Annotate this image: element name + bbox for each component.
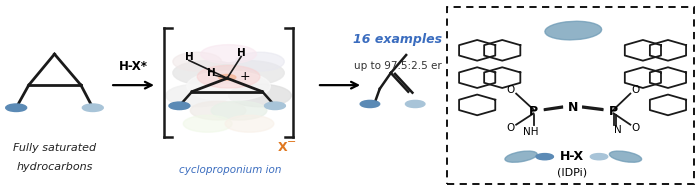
Ellipse shape [197,65,260,88]
Ellipse shape [169,102,190,110]
Ellipse shape [183,115,232,132]
Text: P: P [609,105,618,118]
Ellipse shape [360,100,379,108]
Text: hydrocarbons: hydrocarbons [16,162,92,172]
Ellipse shape [166,84,229,107]
Ellipse shape [536,154,554,160]
Text: H: H [185,52,193,62]
Ellipse shape [505,151,537,162]
Ellipse shape [83,104,103,112]
Ellipse shape [173,52,222,71]
Text: O: O [632,85,640,95]
Text: H-X*: H-X* [119,60,148,73]
Ellipse shape [215,61,284,85]
Text: O: O [507,123,514,134]
Text: O: O [507,85,514,95]
Text: 16 examples: 16 examples [354,32,442,45]
Text: (IDPi): (IDPi) [556,167,587,177]
Text: N: N [568,101,578,114]
Ellipse shape [190,101,246,120]
Text: X: X [278,141,288,154]
Ellipse shape [201,45,256,63]
Ellipse shape [173,61,242,85]
Text: −: − [287,137,297,147]
Ellipse shape [545,21,601,40]
Text: up to 97.5:2.5 er: up to 97.5:2.5 er [354,61,442,71]
Ellipse shape [187,71,270,101]
Ellipse shape [218,74,236,80]
Text: H-X: H-X [560,150,584,163]
Ellipse shape [229,84,291,107]
Ellipse shape [211,101,267,120]
Ellipse shape [6,104,27,112]
Text: H: H [237,48,246,58]
Text: cycloproponium ion: cycloproponium ion [179,165,282,175]
Ellipse shape [590,154,608,160]
FancyBboxPatch shape [447,7,694,184]
Ellipse shape [610,151,642,162]
Ellipse shape [405,100,425,108]
Ellipse shape [225,115,274,132]
Text: +: + [239,70,250,83]
Text: N: N [614,125,622,135]
Text: P: P [529,105,538,118]
Text: Fully saturated: Fully saturated [13,143,96,153]
Text: H: H [206,68,216,78]
Ellipse shape [265,102,286,110]
Ellipse shape [235,52,284,71]
Text: O: O [632,123,640,134]
Text: NH: NH [523,127,538,137]
